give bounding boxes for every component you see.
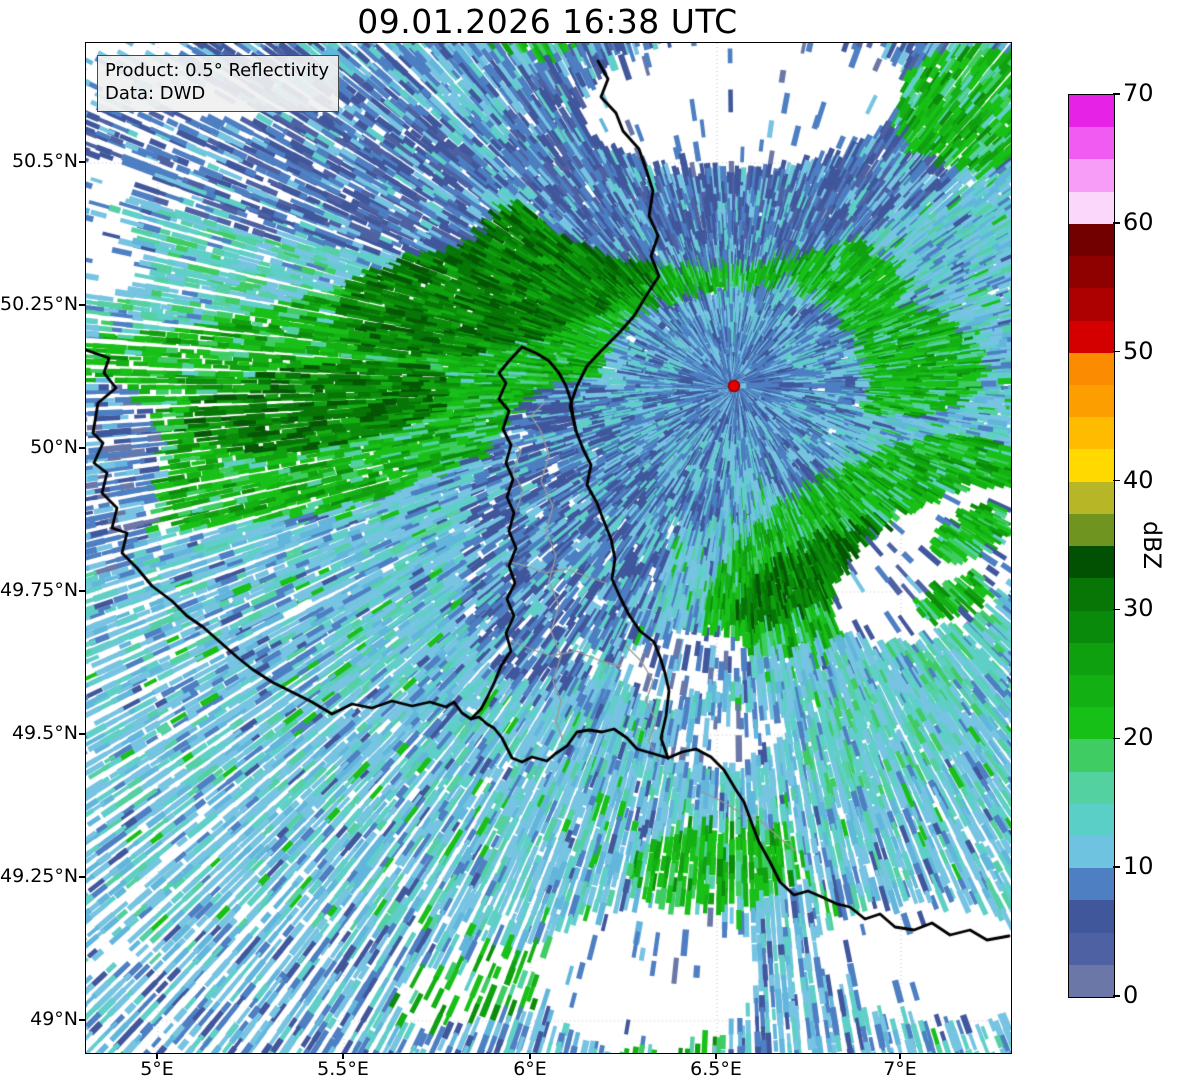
colorbar-band — [1069, 707, 1114, 740]
lon-tick-mark — [899, 1053, 901, 1059]
lon-tick-label: 5.5°E — [317, 1058, 369, 1080]
colorbar-tick-mark — [1113, 995, 1120, 997]
lat-tick-label: 49.5°N — [11, 722, 78, 744]
lat-tick-label: 50.5°N — [11, 150, 78, 172]
colorbar-tick-label: 10 — [1123, 852, 1154, 881]
colorbar — [1068, 94, 1115, 998]
colorbar-tick-mark — [1113, 479, 1120, 482]
lat-tick-mark — [79, 590, 85, 592]
radar-map-canvas — [86, 43, 1011, 1053]
colorbar-tick-label: 20 — [1123, 723, 1154, 752]
colorbar-band — [1069, 900, 1114, 933]
colorbar-tick-label: 50 — [1123, 336, 1154, 365]
lat-tick-mark — [79, 447, 85, 449]
lon-tick-mark — [342, 1053, 344, 1059]
lon-tick-mark — [156, 1053, 158, 1059]
colorbar-band — [1069, 868, 1114, 901]
colorbar-tick-label: 40 — [1123, 465, 1154, 494]
colorbar-band — [1069, 449, 1114, 482]
lat-tick-mark — [79, 733, 85, 735]
colorbar-band — [1069, 159, 1114, 192]
lon-tick-label: 6°E — [513, 1058, 547, 1080]
colorbar-tick-mark — [1113, 93, 1120, 95]
lat-tick-mark — [79, 1019, 85, 1021]
colorbar-band — [1069, 191, 1114, 224]
lon-tick-mark — [529, 1053, 531, 1059]
lat-tick-label: 50°N — [30, 436, 78, 458]
lat-tick-label: 50.25°N — [0, 293, 79, 315]
colorbar-band — [1069, 95, 1114, 128]
colorbar-band — [1069, 836, 1114, 869]
lon-tick-mark — [715, 1053, 717, 1059]
colorbar-band — [1069, 352, 1114, 385]
colorbar-band — [1069, 578, 1114, 611]
lat-tick-label: 49.25°N — [0, 865, 79, 887]
colorbar-label: dBZ — [1138, 520, 1166, 570]
colorbar-band — [1069, 932, 1114, 965]
colorbar-band — [1069, 546, 1114, 579]
lon-tick-label: 6.5°E — [690, 1058, 742, 1080]
colorbar-band — [1069, 513, 1114, 547]
lon-tick-label: 5°E — [140, 1058, 174, 1080]
colorbar-band — [1069, 384, 1114, 418]
colorbar-band — [1069, 642, 1114, 675]
colorbar-band — [1069, 481, 1114, 514]
colorbar-band — [1069, 288, 1114, 321]
map-plot: Product: 0.5° Reflectivity Data: DWD — [85, 42, 1012, 1054]
lat-tick-mark — [79, 161, 85, 163]
colorbar-swatches — [1069, 95, 1114, 998]
lat-tick-mark — [79, 304, 85, 306]
colorbar-tick-label: 60 — [1123, 207, 1154, 236]
colorbar-band — [1069, 674, 1114, 708]
colorbar-band — [1069, 739, 1114, 772]
lat-tick-label: 49.75°N — [0, 579, 79, 601]
lat-tick-label: 49°N — [30, 1008, 78, 1030]
colorbar-band — [1069, 964, 1114, 998]
colorbar-tick-mark — [1113, 351, 1120, 353]
data-source-line: Data: DWD — [105, 83, 206, 105]
colorbar-tick-mark — [1113, 866, 1120, 868]
colorbar-tick-mark — [1113, 222, 1120, 224]
colorbar-band — [1069, 771, 1114, 804]
colorbar-band — [1069, 223, 1114, 257]
colorbar-tick-mark — [1113, 608, 1120, 611]
colorbar-band — [1069, 417, 1114, 450]
colorbar-band — [1069, 256, 1114, 289]
colorbar-tick-label: 70 — [1123, 79, 1154, 107]
product-line: Product: 0.5° Reflectivity — [105, 60, 329, 81]
colorbar-band — [1069, 127, 1114, 160]
colorbar-tick-label: 0 — [1123, 981, 1139, 1009]
colorbar-band — [1069, 803, 1114, 837]
colorbar-band — [1069, 610, 1114, 643]
colorbar-tick-label: 30 — [1123, 594, 1154, 623]
lat-tick-mark — [79, 876, 85, 878]
lon-tick-label: 7°E — [883, 1058, 917, 1080]
plot-title: 09.01.2026 16:38 UTC — [357, 2, 738, 41]
colorbar-tick-mark — [1113, 737, 1120, 739]
colorbar-band — [1069, 320, 1114, 353]
product-annotation-box: Product: 0.5° Reflectivity Data: DWD — [97, 55, 339, 112]
